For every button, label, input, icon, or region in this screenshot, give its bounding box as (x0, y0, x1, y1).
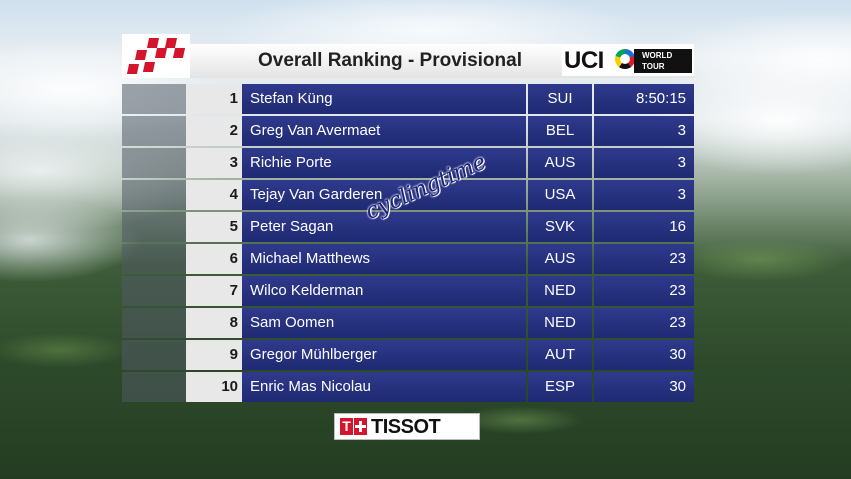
uci-world-tour-logo: UCI WORLD TOUR (562, 46, 694, 76)
rider-name-cell: Michael Matthews (242, 244, 526, 274)
table-row: 5 Peter Sagan SVK 16 (122, 212, 694, 242)
time-cell: 3 (594, 116, 694, 146)
rank-cell: 6 (186, 244, 242, 274)
rank-cell: 3 (186, 148, 242, 178)
table-row: 2 Greg Van Avermaet BEL 3 (122, 116, 694, 146)
world-tour-line1: WORLD (642, 51, 673, 60)
world-tour-line2: TOUR (642, 62, 665, 71)
table-row: 6 Michael Matthews AUS 23 (122, 244, 694, 274)
row-spacer (122, 244, 186, 274)
rider-name-cell: Gregor Mühlberger (242, 340, 526, 370)
nation-cell: AUS (528, 244, 592, 274)
time-cell: 23 (594, 276, 694, 306)
race-logo (122, 34, 190, 78)
rider-name-cell: Stefan Küng (242, 84, 526, 114)
sponsor-name: TISSOT (371, 416, 441, 438)
table-row: 1 Stefan Küng SUI 8:50:15 (122, 84, 694, 114)
world-tour-label: WORLD TOUR (634, 49, 692, 73)
rider-name-cell: Tejay Van Garderen (242, 180, 526, 210)
nation-cell: AUT (528, 340, 592, 370)
uci-logo-text: UCI (564, 47, 604, 74)
nation-cell: ESP (528, 372, 592, 402)
time-cell: 8:50:15 (594, 84, 694, 114)
page-title: Overall Ranking - Provisional (258, 50, 522, 71)
row-spacer (122, 148, 186, 178)
rank-cell: 8 (186, 308, 242, 338)
table-row: 8 Sam Oomen NED 23 (122, 308, 694, 338)
sponsor-logo: T TISSOT (334, 413, 480, 440)
sponsor-t-letter: T (340, 418, 353, 435)
rank-cell: 1 (186, 84, 242, 114)
time-cell: 23 (594, 308, 694, 338)
time-cell: 30 (594, 340, 694, 370)
rank-cell: 2 (186, 116, 242, 146)
table-row: 9 Gregor Mühlberger AUT 30 (122, 340, 694, 370)
rank-cell: 10 (186, 372, 242, 402)
row-spacer (122, 276, 186, 306)
rider-name-cell: Enric Mas Nicolau (242, 372, 526, 402)
time-cell: 16 (594, 212, 694, 242)
rider-name-cell: Greg Van Avermaet (242, 116, 526, 146)
row-spacer (122, 212, 186, 242)
table-row: 10 Enric Mas Nicolau ESP 30 (122, 372, 694, 402)
row-spacer (122, 372, 186, 402)
time-cell: 3 (594, 148, 694, 178)
rank-cell: 9 (186, 340, 242, 370)
rank-cell: 7 (186, 276, 242, 306)
rider-name-cell: Peter Sagan (242, 212, 526, 242)
nation-cell: NED (528, 308, 592, 338)
rank-cell: 4 (186, 180, 242, 210)
time-cell: 3 (594, 180, 694, 210)
row-spacer (122, 308, 186, 338)
rider-name-cell: Richie Porte (242, 148, 526, 178)
nation-cell: SVK (528, 212, 592, 242)
table-row: 4 Tejay Van Garderen USA 3 (122, 180, 694, 210)
row-spacer (122, 340, 186, 370)
rider-name-cell: Sam Oomen (242, 308, 526, 338)
swiss-cross-icon (354, 418, 367, 435)
uci-rainbow-icon (615, 49, 635, 69)
time-cell: 23 (594, 244, 694, 274)
nation-cell: AUS (528, 148, 592, 178)
ranking-table: 1 Stefan Küng SUI 8:50:15 2 Greg Van Ave… (122, 84, 694, 406)
table-row: 7 Wilco Kelderman NED 23 (122, 276, 694, 306)
time-cell: 30 (594, 372, 694, 402)
rider-name-cell: Wilco Kelderman (242, 276, 526, 306)
rank-cell: 5 (186, 212, 242, 242)
nation-cell: NED (528, 276, 592, 306)
row-spacer (122, 180, 186, 210)
row-spacer (122, 116, 186, 146)
nation-cell: BEL (528, 116, 592, 146)
table-row: 3 Richie Porte AUS 3 (122, 148, 694, 178)
nation-cell: USA (528, 180, 592, 210)
nation-cell: SUI (528, 84, 592, 114)
row-spacer (122, 84, 186, 114)
